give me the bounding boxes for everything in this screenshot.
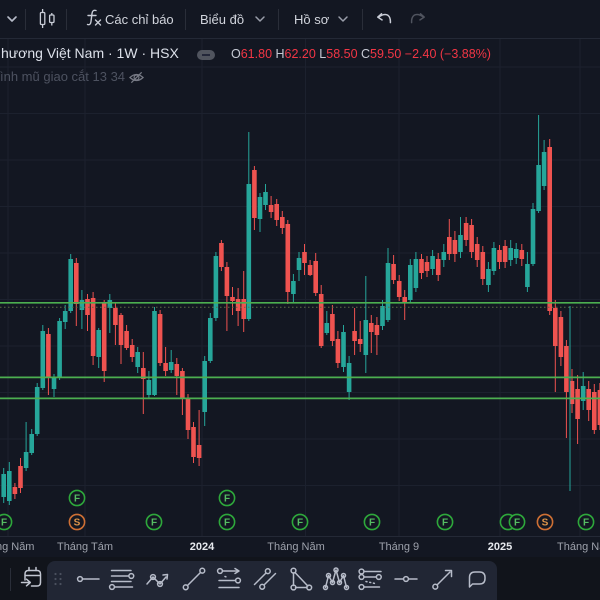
svg-text:F: F (369, 518, 375, 529)
svg-text:F: F (442, 518, 448, 529)
svg-text:F: F (583, 518, 589, 529)
svg-text:F: F (1, 518, 7, 529)
svg-text:S: S (542, 518, 549, 529)
svg-text:S: S (74, 518, 81, 529)
svg-text:F: F (224, 494, 230, 505)
svg-text:F: F (74, 494, 80, 505)
svg-text:F: F (514, 518, 520, 529)
svg-text:F: F (151, 518, 157, 529)
svg-text:F: F (297, 518, 303, 529)
svg-text:F: F (224, 518, 230, 529)
